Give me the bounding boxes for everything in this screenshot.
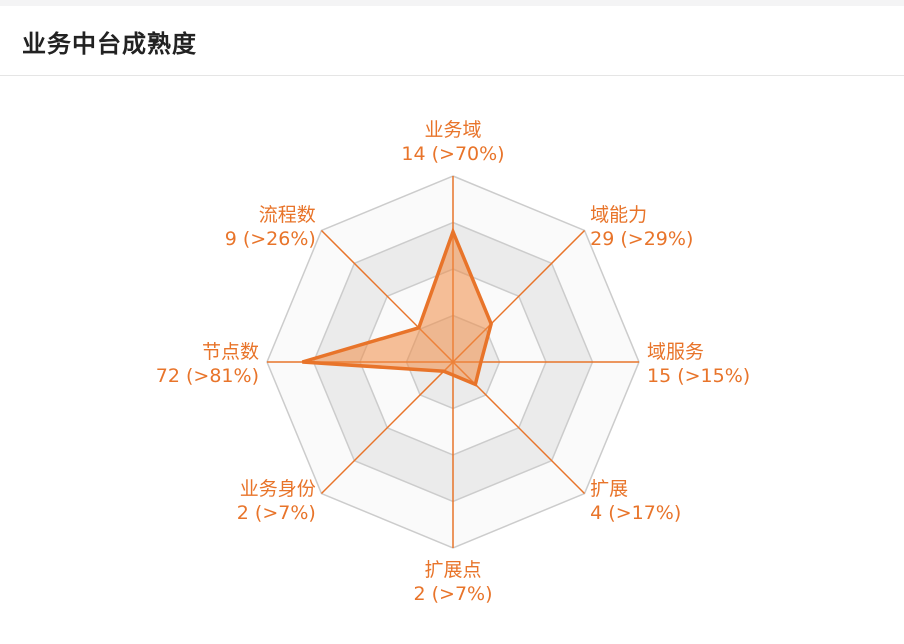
axis-name-label: 域服务 bbox=[647, 341, 704, 363]
radar-spoke bbox=[320, 361, 454, 495]
axis-name-label: 扩展 bbox=[590, 478, 628, 500]
axis-value-label: 4 (>17%) bbox=[590, 502, 681, 524]
axis-name-label: 业务身份 bbox=[240, 478, 316, 500]
page-title: 业务中台成熟度 bbox=[22, 30, 197, 58]
axis-value-label: 29 (>29%) bbox=[590, 228, 693, 250]
axis-value-label: 2 (>7%) bbox=[237, 502, 316, 524]
radar-series bbox=[301, 226, 493, 387]
radar-series-area bbox=[301, 226, 493, 387]
axis-name-label: 域能力 bbox=[590, 204, 647, 226]
axis-name-label: 节点数 bbox=[202, 341, 259, 363]
axis-value-label: 9 (>26%) bbox=[225, 228, 316, 250]
axis-name-label: 扩展点 bbox=[424, 559, 481, 581]
axis-value-label: 15 (>15%) bbox=[647, 365, 750, 387]
axis-name-label: 流程数 bbox=[259, 204, 316, 226]
axis-value-label: 14 (>70%) bbox=[401, 143, 504, 165]
axis-name-label: 业务域 bbox=[424, 119, 481, 141]
card-header: 业务中台成熟度 bbox=[0, 6, 904, 76]
axis-value-label: 72 (>81%) bbox=[156, 365, 259, 387]
axis-value-label: 2 (>7%) bbox=[413, 583, 492, 605]
